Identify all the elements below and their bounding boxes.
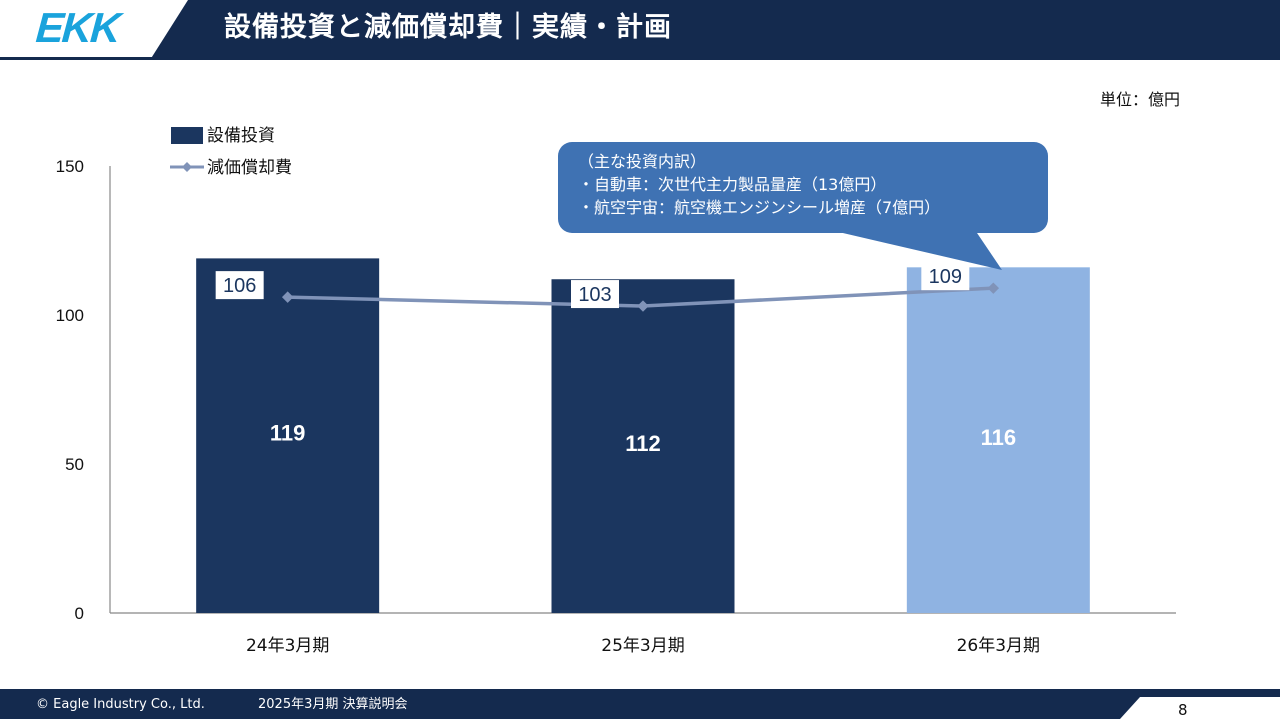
unit-label: 単位：億円 <box>1099 90 1180 109</box>
x-category-label: 26年3月期 <box>957 636 1040 656</box>
callout-line-aerospace: ・航空宇宙：航空機エンジンシール増産（7億円） <box>578 198 941 217</box>
x-category-label: 25年3月期 <box>601 636 684 656</box>
page-title: 設備投資と減価償却費｜実績・計画 <box>224 12 672 43</box>
depreciation-point <box>987 282 1000 294</box>
capex-bar <box>906 267 1090 613</box>
y-tick-label: 150 <box>56 157 84 176</box>
footer-event-name: 2025年3月期 決算説明会 <box>258 697 408 712</box>
capex-data-label: 116 <box>981 425 1017 450</box>
header: EKK 設備投資と減価償却費｜実績・計画 <box>0 0 1280 60</box>
capex-data-label: 119 <box>270 421 306 446</box>
depreciation-data-label: 103 <box>578 284 611 306</box>
depreciation-label-box <box>215 271 264 300</box>
investment-breakdown-callout: （主な投資内訳） ・自動車：次世代主力製品量産（13億円） ・航空宇宙：航空機エ… <box>558 142 1048 233</box>
legend-depreciation-label: 減価償却費 <box>207 158 292 178</box>
x-category-label: 24年3月期 <box>246 636 329 656</box>
depreciation-label-box <box>571 280 619 309</box>
callout-heading: （主な投資内訳） <box>578 152 707 171</box>
depreciation-data-label: 106 <box>223 275 256 297</box>
y-tick-label: 50 <box>65 455 84 474</box>
depreciation-point <box>281 291 294 303</box>
footer-bar <box>0 689 1280 719</box>
header-band <box>150 0 1280 60</box>
capex-bar <box>196 258 380 613</box>
callout-line-automotive: ・自動車：次世代主力製品量産（13億円） <box>578 175 887 194</box>
footer-copyright: © Eagle Industry Co., Ltd. <box>36 697 205 712</box>
y-tick-label: 0 <box>75 604 84 623</box>
depreciation-point <box>637 300 649 312</box>
page-number: 8 <box>1178 701 1188 719</box>
footer-page-tab <box>1120 697 1280 719</box>
legend-capex-swatch <box>171 127 203 144</box>
depreciation-data-label: 109 <box>929 266 962 288</box>
capex-bar <box>551 279 735 613</box>
y-tick-label: 100 <box>56 306 84 325</box>
header-underline <box>0 57 190 60</box>
capex-data-label: 112 <box>625 431 661 456</box>
legend-depreciation-marker <box>182 162 192 172</box>
depreciation-label-box <box>921 262 970 291</box>
legend-capex-label: 設備投資 <box>207 126 275 146</box>
